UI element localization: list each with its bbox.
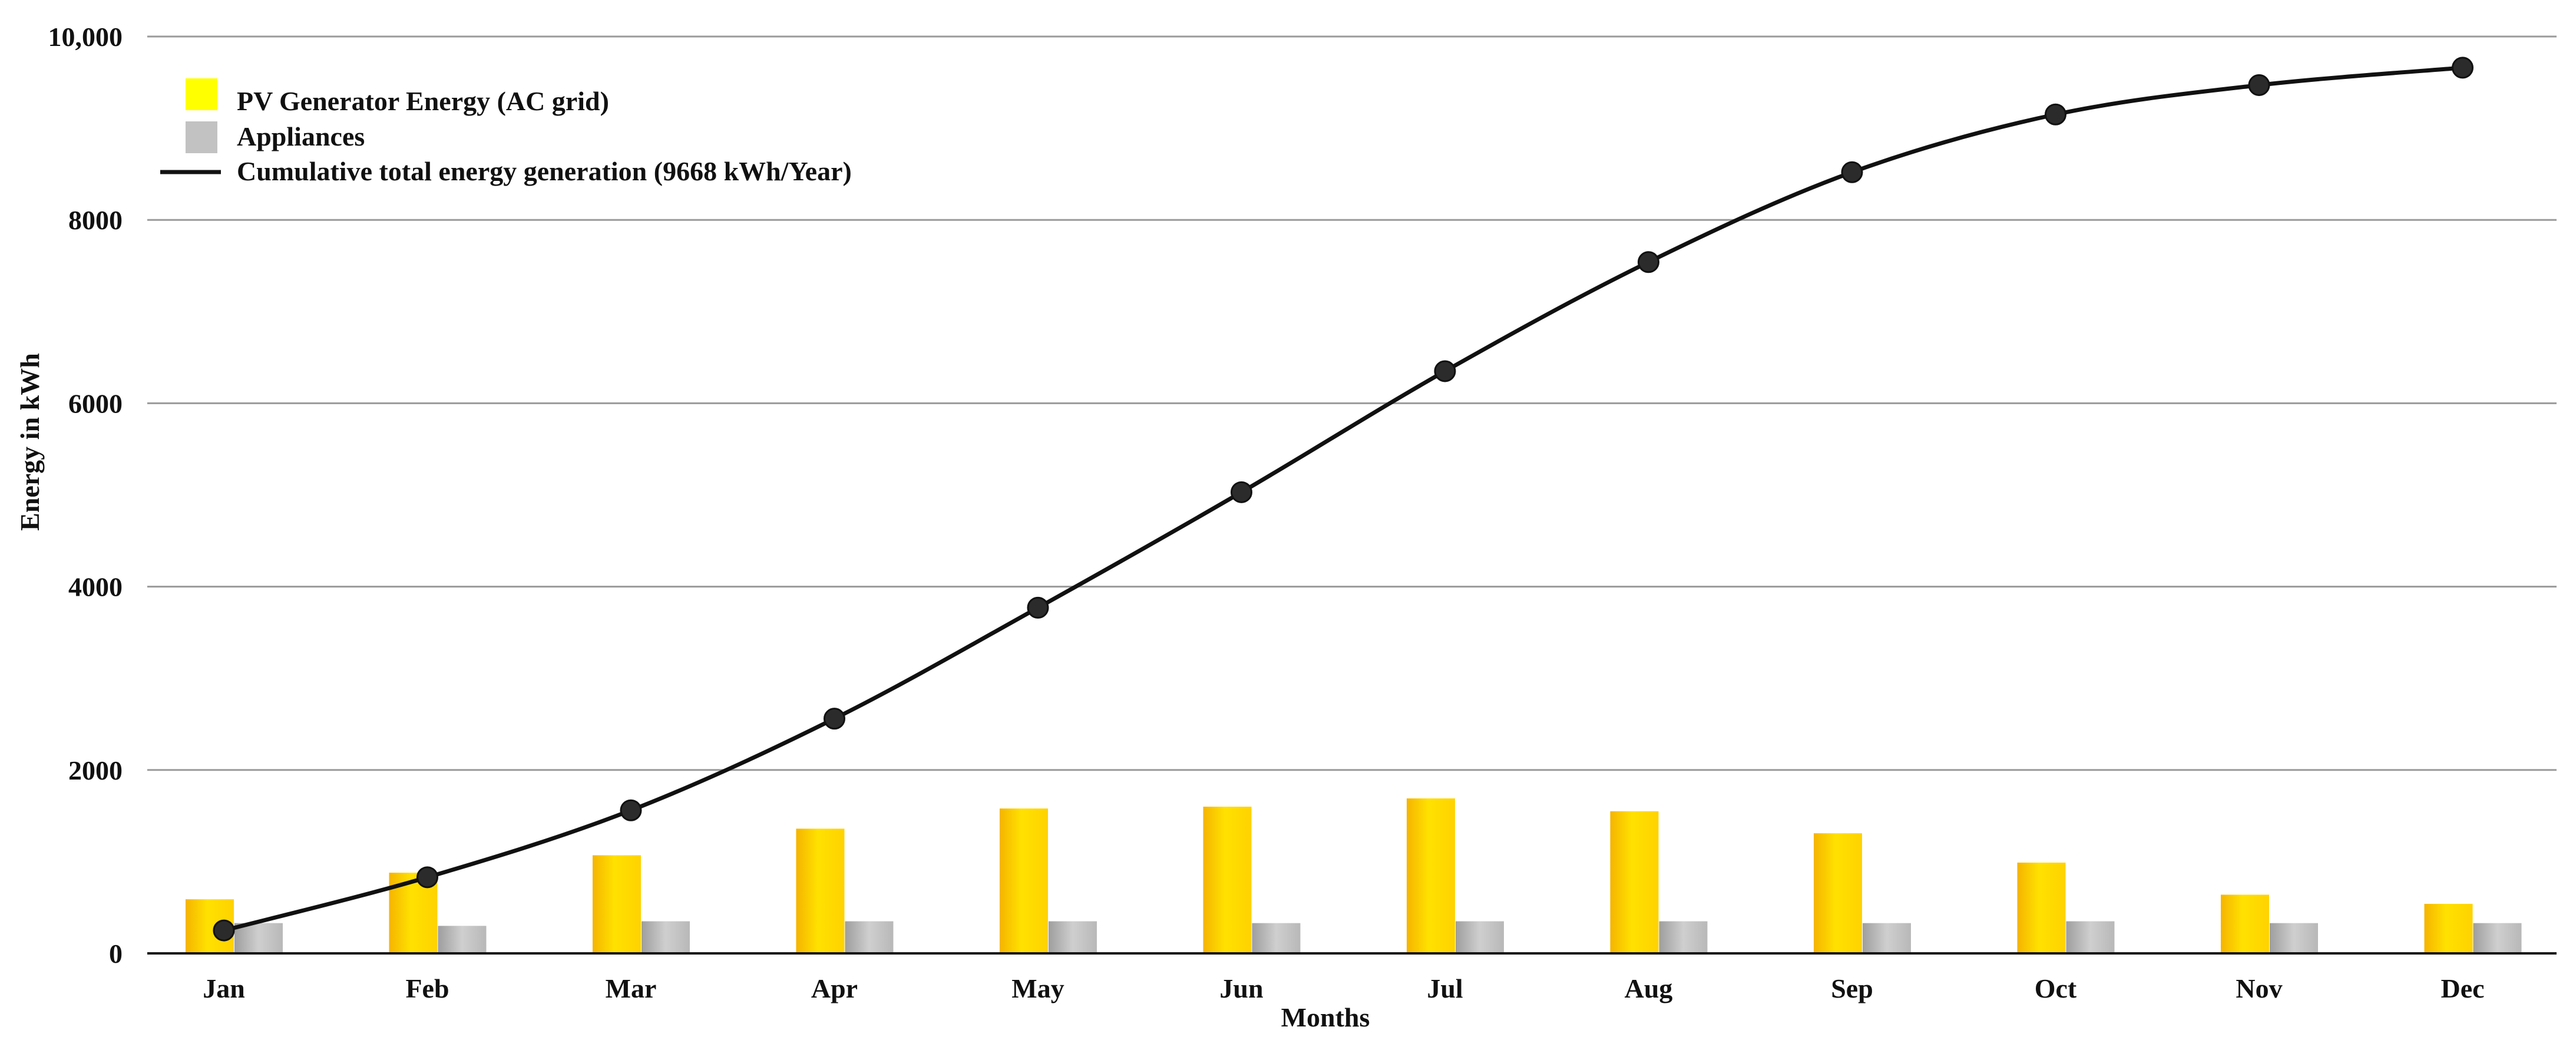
bar-appliances-sep <box>1863 923 1911 953</box>
bar-pv-mar <box>593 855 641 953</box>
x-tick-label: Apr <box>811 973 858 1003</box>
cumulative-point-feb <box>416 866 438 889</box>
bar-pv-jun <box>1203 807 1252 953</box>
bar-appliances-oct <box>2066 921 2115 953</box>
bar-appliances-jul <box>1456 921 1504 953</box>
bar-appliances-dec <box>2473 923 2522 953</box>
legend: PV Generator Energy (AC grid) Appliances C… <box>160 78 852 186</box>
bar-pv-may <box>1000 808 1048 953</box>
x-tick-label: Jun <box>1219 973 1263 1003</box>
bars <box>186 798 2522 953</box>
legend-label: Cumulative total energy generation (9668… <box>237 156 852 186</box>
cumulative-point-aug <box>1638 251 1659 273</box>
cumulative-point-mar <box>620 799 642 821</box>
bar-appliances-jan <box>234 923 283 953</box>
bar-appliances-apr <box>845 921 894 953</box>
bar-appliances-feb <box>438 926 487 953</box>
y-tick-label: 6000 <box>68 388 123 418</box>
y-tick-label: 2000 <box>68 755 123 785</box>
cumulative-point-jan <box>213 919 235 942</box>
bar-appliances-may <box>1049 921 1097 953</box>
x-tick-label: Sep <box>1831 973 1873 1003</box>
y-tick-label: 0 <box>109 939 123 969</box>
x-tick-label: Nov <box>2236 973 2282 1003</box>
bar-pv-nov <box>2221 894 2269 953</box>
legend-label: Appliances <box>237 121 365 151</box>
x-tick-label: Feb <box>405 973 449 1003</box>
y-tick-label: 10,000 <box>48 22 123 52</box>
bar-pv-jul <box>1407 798 1455 953</box>
axes: 0 2000 4000 6000 8000 10,000 Jan Feb Mar Apr May Ju… <box>48 22 2557 1003</box>
cumulative-point-jul <box>1434 360 1456 382</box>
cumulative-point-nov <box>2248 74 2270 96</box>
cumulative-point-oct <box>2045 103 2066 126</box>
x-tick-label: Aug <box>1625 973 1673 1003</box>
bar-appliances-nov <box>2270 923 2318 953</box>
bar-pv-dec <box>2424 903 2473 953</box>
cumulative-point-may <box>1027 596 1049 619</box>
x-tick-label: Mar <box>606 973 657 1003</box>
x-tick-label: Jan <box>203 973 245 1003</box>
legend-swatch-pv <box>186 78 217 110</box>
y-tick-label: 4000 <box>68 572 123 602</box>
x-tick-label: May <box>1011 973 1064 1003</box>
cumulative-line-layer <box>213 57 2474 942</box>
cumulative-line <box>223 65 2463 933</box>
bar-pv-aug <box>1610 811 1659 953</box>
x-axis-title: Months <box>1281 1002 1370 1032</box>
y-tick-label: 8000 <box>68 205 123 235</box>
bar-pv-sep <box>1814 833 1862 953</box>
legend-label: PV Generator Energy (AC grid) <box>237 86 609 116</box>
legend-swatch-appliances <box>186 121 217 153</box>
bar-pv-apr <box>796 828 845 953</box>
cumulative-point-sep <box>1841 161 1863 183</box>
x-tick-label: Oct <box>2035 973 2077 1003</box>
bar-pv-oct <box>2017 862 2066 953</box>
cumulative-point-jun <box>1231 481 1252 503</box>
cumulative-point-apr <box>824 708 845 730</box>
cumulative-point-dec <box>2452 57 2474 79</box>
bar-appliances-jun <box>1252 923 1301 953</box>
x-tick-label: Jul <box>1427 973 1463 1003</box>
y-axis-title: Energy in kWh <box>15 353 45 531</box>
x-tick-label: Dec <box>2441 973 2484 1003</box>
bar-appliances-aug <box>1659 921 1708 953</box>
grid-lines <box>147 35 2557 771</box>
bar-appliances-mar <box>641 921 690 953</box>
